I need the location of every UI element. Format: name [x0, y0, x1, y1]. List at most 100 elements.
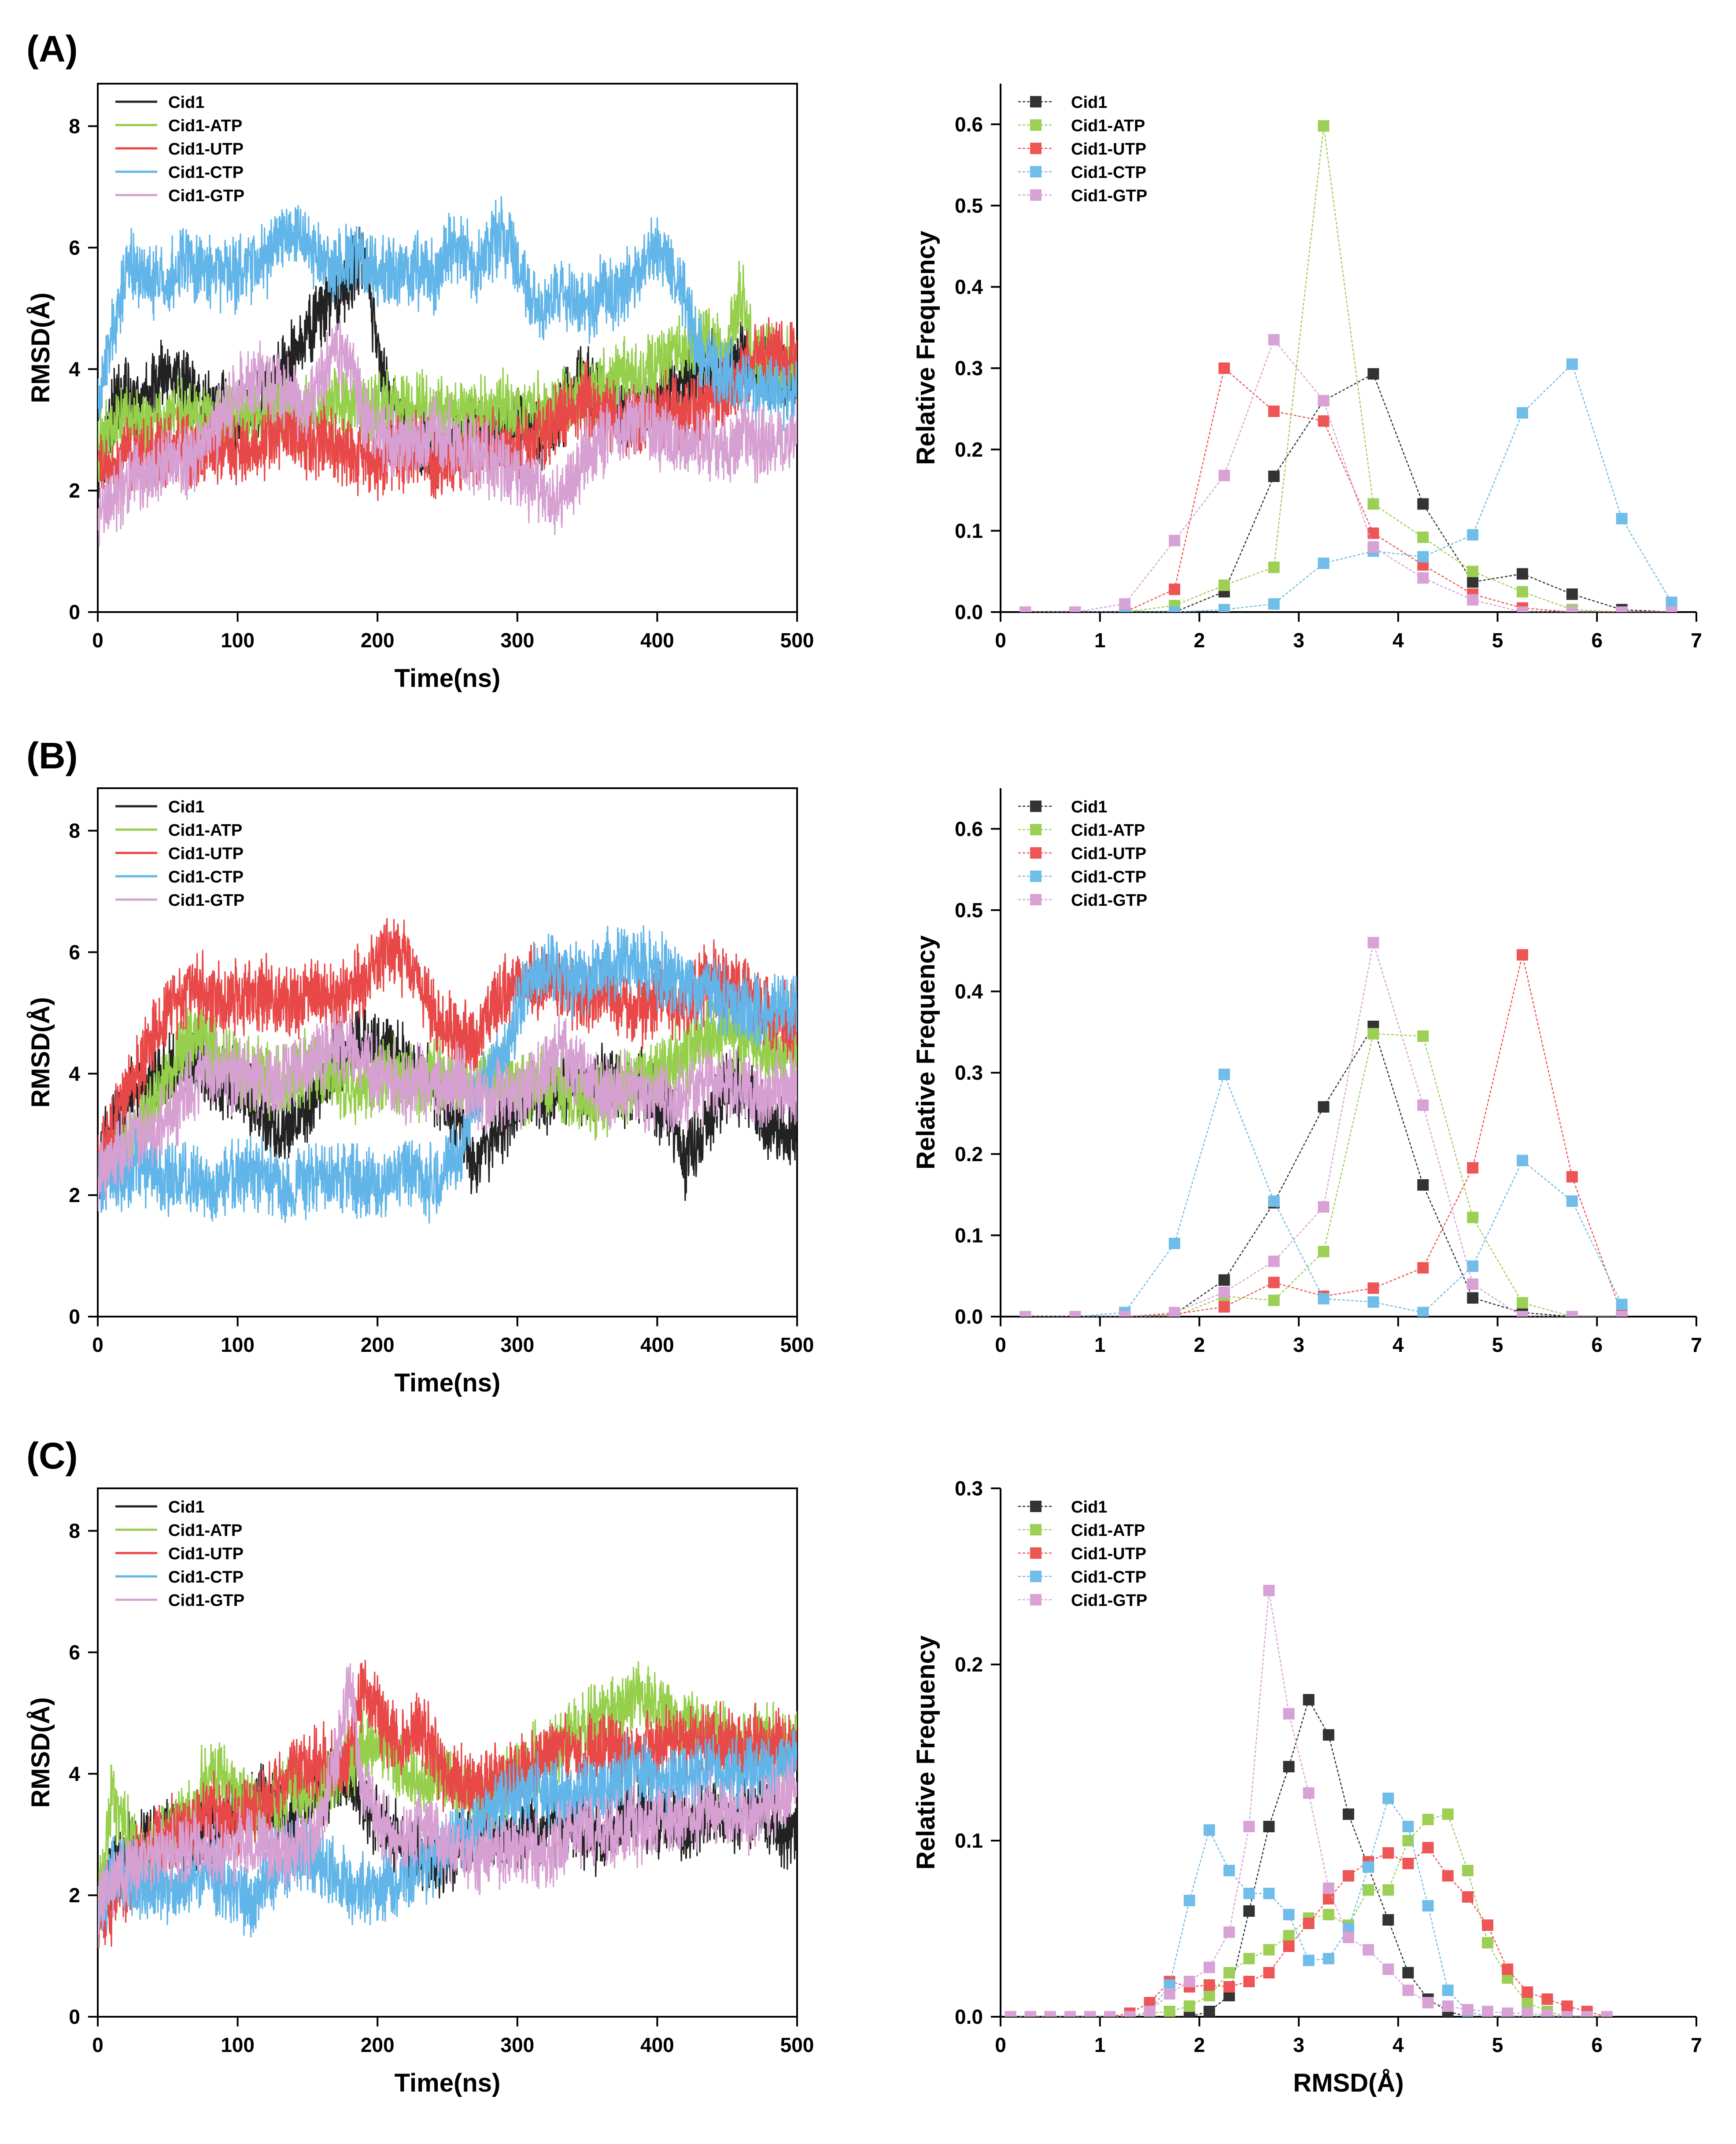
data-point	[1442, 1808, 1454, 1820]
data-point	[1243, 1976, 1255, 1987]
y-tick-label: 6	[69, 1641, 80, 1664]
y-tick-label: 8	[69, 115, 80, 138]
data-point	[1268, 1295, 1280, 1306]
data-point	[1318, 1201, 1330, 1213]
data-point	[1343, 1932, 1354, 1943]
data-point	[1204, 1990, 1215, 2001]
data-point	[1482, 2006, 1493, 2017]
x-axis-label: RMSD(Å)	[1293, 2069, 1404, 2097]
data-point	[1223, 1926, 1235, 1938]
data-point	[1124, 2011, 1136, 2017]
x-tick-label: 0	[995, 2033, 1006, 2056]
data-point	[1268, 334, 1280, 346]
data-point	[1204, 1962, 1215, 1973]
y-tick-label: 0.6	[955, 817, 983, 840]
series-line	[1025, 955, 1622, 1317]
y-tick-label: 8	[69, 819, 80, 842]
legend-swatch-marker	[1030, 166, 1042, 177]
data-point	[1417, 1100, 1429, 1111]
data-point	[1343, 1808, 1354, 1820]
data-point	[1666, 606, 1677, 612]
x-tick-label: 400	[640, 1333, 674, 1356]
data-point	[1218, 1068, 1230, 1080]
data-point	[1417, 1179, 1429, 1191]
data-point	[1163, 2006, 1175, 2017]
legend-item: Cid1	[115, 798, 204, 816]
x-tick-label: 3	[1293, 1333, 1304, 1356]
data-point	[1283, 1708, 1295, 1720]
legend-label: Cid1-GTP	[168, 891, 244, 910]
legend: Cid1 Cid1-ATP Cid1-UTP Cid1-CTP Cid1-GTP	[115, 93, 244, 205]
legend-label: Cid1-CTP	[1071, 1568, 1146, 1587]
data-point	[1442, 2000, 1454, 2012]
chart-B-time: 0 100 200 300 400 500 0 2 4 6 8 Time(ns) RMSD(Å) Cid1…	[26, 787, 814, 1397]
legend-item: Cid1-UTP	[115, 140, 244, 159]
data-point	[1517, 586, 1528, 598]
legend-swatch-marker	[1030, 847, 1042, 859]
x-tick-label: 0	[995, 629, 1006, 652]
series-line	[1025, 125, 1672, 612]
data-point	[1218, 469, 1230, 481]
legend-item: Cid1-GTP	[1018, 187, 1147, 205]
legend-item: Cid1	[1018, 1498, 1107, 1517]
data-point	[1303, 1694, 1315, 1705]
series-line	[1025, 367, 1672, 612]
data-point	[1318, 120, 1330, 132]
series-line	[1010, 1797, 1607, 2017]
legend-item: Cid1-ATP	[1018, 1521, 1145, 1540]
y-tick-label: 0.0	[955, 1305, 983, 1328]
data-point	[1169, 606, 1180, 612]
legend-item: Cid1-CTP	[1018, 868, 1146, 886]
data-point	[1367, 527, 1379, 539]
legend-label: Cid1-UTP	[1071, 1545, 1146, 1563]
legend-label: Cid1-ATP	[1071, 117, 1145, 135]
data-point	[1402, 1858, 1414, 1869]
legend-item: Cid1-ATP	[115, 1521, 242, 1540]
chart-B-hist: 0 1 2 3 4 5 6 7 0.0 0.1 0.2 0.3 0.4 0.5 0.6 Relative Fr…	[912, 788, 1702, 1356]
y-tick-label: 0.0	[955, 601, 983, 624]
series-Cid1-GTP	[1019, 334, 1677, 612]
data-point	[1422, 1814, 1434, 1825]
x-tick-label: 0	[92, 629, 103, 652]
series-Cid1-UTP	[1019, 949, 1628, 1317]
data-point	[1367, 937, 1379, 948]
chart-A-hist: 0 1 2 3 4 5 6 7 0.0 0.1 0.2 0.3 0.4 0.5 0.6 Relative Fr…	[912, 84, 1702, 652]
data-point	[1566, 606, 1578, 612]
legend-item: Cid1-CTP	[115, 163, 244, 182]
x-tick-label: 3	[1293, 2033, 1304, 2056]
series-Cid1-GTP	[98, 320, 797, 547]
x-tick-label: 300	[500, 629, 534, 652]
data-point	[1183, 1976, 1195, 1987]
data-point	[1566, 1311, 1578, 1317]
legend-label: Cid1-GTP	[1071, 1591, 1147, 1610]
y-tick-label: 2	[69, 479, 80, 502]
data-point	[1218, 1274, 1230, 1286]
data-point	[1303, 1787, 1315, 1799]
series-Cid1	[1005, 1694, 1613, 2017]
data-point	[1318, 1293, 1330, 1305]
y-axis-label: RMSD(Å)	[26, 997, 55, 1107]
data-point	[1169, 1237, 1180, 1249]
series-Cid1-CTP	[1019, 1068, 1628, 1317]
legend-label: Cid1-GTP	[1071, 891, 1147, 910]
data-point	[1263, 1944, 1275, 1956]
x-tick-label: 0	[92, 1333, 103, 1356]
x-tick-label: 200	[361, 629, 395, 652]
series-line	[98, 1730, 797, 1948]
data-point	[1382, 1793, 1394, 1804]
legend-label: Cid1	[1071, 93, 1107, 112]
series-Cid1-GTP	[1005, 1585, 1613, 2017]
x-tick-label: 400	[640, 2033, 674, 2056]
data-point	[1119, 598, 1131, 610]
x-tick-label: 100	[221, 2033, 255, 2056]
data-point	[1417, 531, 1429, 543]
data-point	[1522, 1986, 1533, 1998]
x-tick-label: 2	[1194, 1333, 1205, 1356]
data-point	[1566, 588, 1578, 600]
y-tick-label: 0.1	[955, 519, 983, 542]
y-tick-label: 0	[69, 1305, 80, 1328]
data-point	[1422, 1997, 1434, 2008]
legend-swatch-marker	[1030, 119, 1042, 131]
series-line	[98, 320, 797, 547]
legend-swatch-marker	[1030, 801, 1042, 812]
